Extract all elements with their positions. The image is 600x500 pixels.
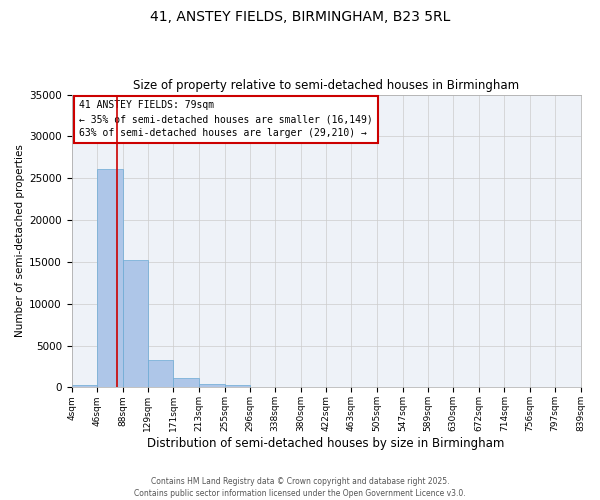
Bar [123, 260, 148, 388]
Bar [173, 378, 199, 388]
Text: 41 ANSTEY FIELDS: 79sqm
← 35% of semi-detached houses are smaller (16,149)
63% o: 41 ANSTEY FIELDS: 79sqm ← 35% of semi-de… [79, 100, 373, 138]
Y-axis label: Number of semi-detached properties: Number of semi-detached properties [15, 144, 25, 338]
X-axis label: Distribution of semi-detached houses by size in Birmingham: Distribution of semi-detached houses by … [148, 437, 505, 450]
Bar [148, 360, 173, 388]
Bar [199, 384, 224, 388]
Title: Size of property relative to semi-detached houses in Birmingham: Size of property relative to semi-detach… [133, 79, 519, 92]
Text: 41, ANSTEY FIELDS, BIRMINGHAM, B23 5RL: 41, ANSTEY FIELDS, BIRMINGHAM, B23 5RL [150, 10, 450, 24]
Bar [97, 169, 123, 388]
Bar [224, 386, 250, 388]
Text: Contains HM Land Registry data © Crown copyright and database right 2025.
Contai: Contains HM Land Registry data © Crown c… [134, 476, 466, 498]
Bar [71, 384, 97, 388]
